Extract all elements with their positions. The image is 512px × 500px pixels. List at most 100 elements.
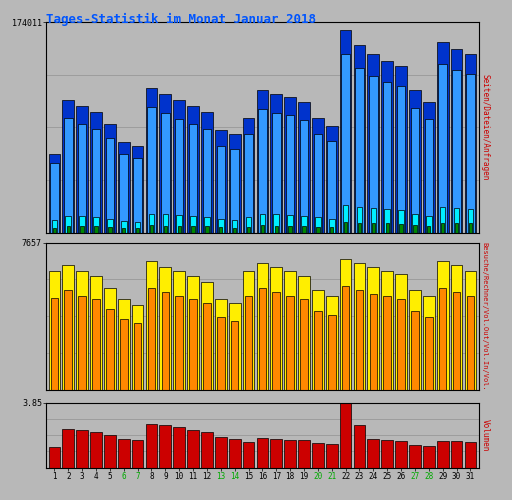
Bar (49, 447, 60, 468)
Bar (372, 223, 375, 232)
Bar (187, 106, 199, 232)
Bar (76, 106, 88, 232)
Bar (298, 440, 310, 468)
Bar (134, 322, 141, 390)
Bar (315, 218, 321, 232)
Bar (159, 94, 171, 232)
Bar (284, 440, 296, 468)
Bar (135, 222, 140, 232)
Bar (339, 402, 352, 468)
Bar (257, 263, 268, 390)
Bar (76, 270, 88, 390)
Bar (175, 119, 183, 232)
Bar (244, 134, 253, 232)
Bar (80, 226, 84, 232)
Bar (245, 296, 252, 390)
Bar (369, 76, 377, 233)
Bar (427, 226, 431, 232)
Bar (132, 305, 143, 390)
Bar (368, 439, 379, 468)
Bar (409, 90, 421, 233)
Bar (189, 124, 197, 232)
Bar (49, 154, 60, 232)
Bar (312, 118, 324, 232)
Bar (233, 228, 237, 232)
Text: Seiten/Dateien/Anfragen: Seiten/Dateien/Anfragen (481, 74, 490, 180)
Bar (425, 317, 433, 390)
Bar (258, 110, 267, 232)
Bar (232, 220, 238, 232)
Bar (395, 442, 407, 468)
Bar (381, 440, 393, 468)
Bar (424, 119, 433, 232)
Bar (300, 120, 308, 232)
Bar (161, 292, 169, 390)
Bar (106, 309, 114, 390)
Bar (438, 64, 447, 232)
Bar (104, 124, 116, 232)
Text: Volumen: Volumen (481, 419, 490, 451)
Bar (159, 266, 171, 390)
Bar (383, 82, 392, 233)
Bar (218, 219, 224, 232)
Bar (62, 428, 74, 468)
Bar (409, 290, 421, 390)
Bar (326, 444, 337, 468)
Bar (66, 216, 71, 232)
Bar (312, 290, 324, 390)
Bar (164, 226, 167, 232)
Bar (284, 270, 296, 390)
Bar (298, 102, 310, 232)
Bar (397, 86, 406, 233)
Bar (316, 227, 319, 232)
Bar (217, 146, 225, 233)
Bar (259, 288, 266, 390)
Bar (176, 296, 183, 390)
Bar (469, 223, 472, 232)
Bar (215, 437, 227, 468)
Bar (92, 128, 100, 232)
Bar (342, 286, 349, 390)
Bar (260, 214, 265, 233)
Bar (368, 266, 379, 390)
Bar (243, 442, 254, 468)
Bar (395, 66, 407, 232)
Bar (243, 118, 254, 232)
Bar (219, 228, 222, 232)
Bar (190, 216, 196, 232)
Bar (187, 430, 199, 468)
Bar (104, 288, 116, 390)
Bar (217, 317, 225, 390)
Bar (247, 226, 250, 232)
Bar (355, 68, 364, 232)
Bar (187, 276, 199, 390)
Bar (301, 216, 307, 232)
Bar (397, 300, 405, 390)
Bar (451, 49, 462, 232)
Bar (108, 227, 112, 232)
Bar (173, 270, 185, 390)
Bar (136, 228, 139, 232)
Bar (383, 296, 391, 390)
Bar (162, 214, 168, 232)
Bar (326, 126, 337, 232)
Bar (132, 146, 143, 233)
Bar (64, 118, 73, 232)
Bar (411, 311, 419, 390)
Bar (145, 88, 157, 233)
Bar (203, 128, 211, 232)
Bar (328, 141, 336, 233)
Bar (52, 220, 57, 232)
Bar (455, 223, 458, 232)
Bar (381, 270, 393, 390)
Bar (119, 154, 128, 232)
Bar (246, 218, 251, 232)
Bar (147, 288, 155, 390)
Bar (298, 276, 310, 390)
Bar (107, 218, 113, 232)
Bar (272, 113, 281, 232)
Bar (49, 270, 60, 390)
Bar (176, 215, 182, 232)
Bar (257, 90, 268, 233)
Bar (90, 432, 102, 468)
